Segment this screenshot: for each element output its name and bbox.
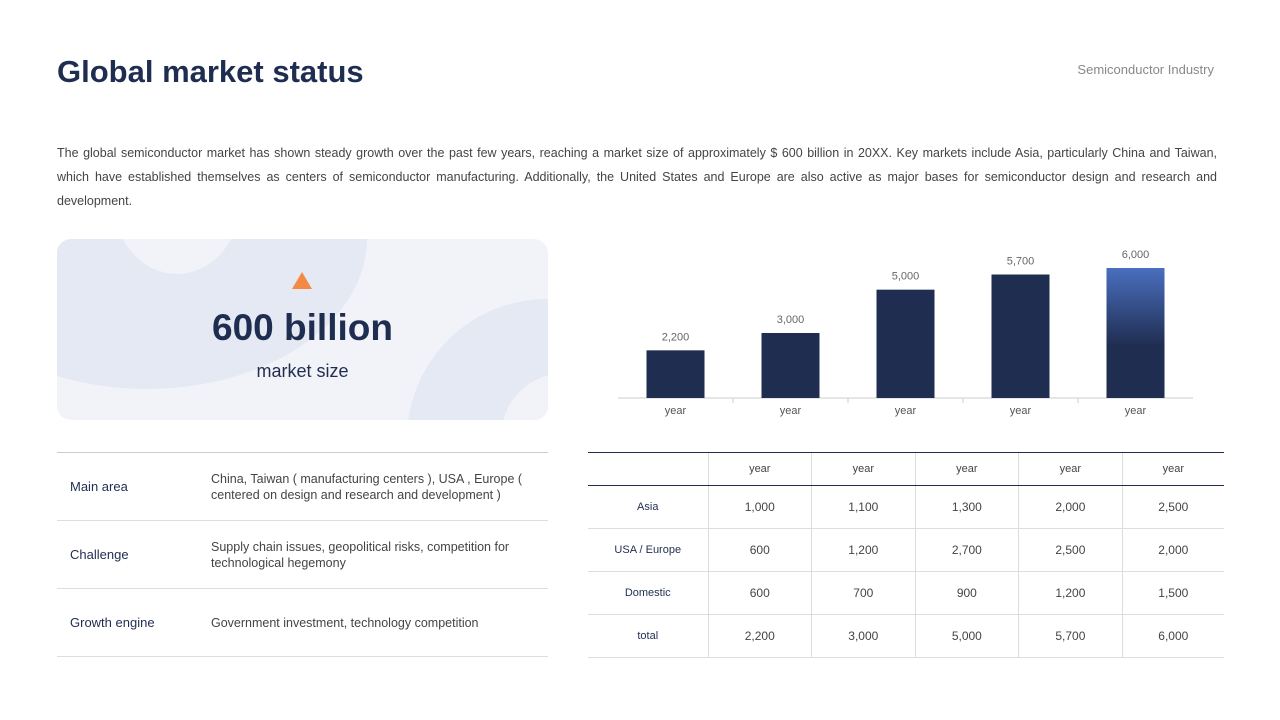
info-row: Main area China, Taiwan ( manufacturing c… — [57, 453, 548, 521]
info-row: Growth engine Government investment, tech… — [57, 589, 548, 657]
data-label: 6,000 — [1122, 249, 1150, 261]
data-table: year year year year year Asia 1,000 1,100 1,300… — [588, 452, 1224, 658]
market-size-value: 600 billion — [212, 307, 393, 348]
table-row: Asia 1,000 1,100 1,300 2,000 2,500 — [588, 485, 1224, 529]
column-header: year — [1018, 452, 1123, 486]
table-row: total 2,200 3,000 5,000 5,700 6,000 — [588, 614, 1224, 658]
page-subtitle: Semiconductor Industry — [1077, 62, 1214, 77]
table-cell: 600 — [707, 571, 812, 615]
table-cell: 2,200 — [707, 614, 812, 658]
table-cell: 2,500 — [1018, 528, 1123, 572]
info-key: Main area — [70, 479, 128, 494]
description: The global semiconductor market has show… — [57, 146, 1217, 208]
table-cell: 2,000 — [1121, 528, 1224, 572]
row-label: USA / Europe — [588, 528, 708, 572]
table-row: USA / Europe 600 1,200 2,700 2,500 2,000 — [588, 528, 1224, 572]
data-label: 2,200 — [662, 331, 690, 343]
x-tick-label: year — [1010, 405, 1032, 417]
table-cell: 6,000 — [1121, 614, 1224, 658]
table-cell: 700 — [811, 571, 916, 615]
info-key: Growth engine — [70, 615, 155, 630]
column-header: year — [914, 452, 1019, 486]
x-tick-label: year — [1125, 405, 1147, 417]
data-label: 3,000 — [777, 314, 805, 326]
info-value: Supply chain issues, geopolitical risks,… — [211, 539, 510, 570]
market-size-label: market size — [256, 361, 349, 381]
table-cell: 2,500 — [1121, 485, 1224, 529]
x-tick-label: year — [780, 405, 802, 417]
info-value: China, Taiwan ( manufacturing centers ),… — [211, 471, 523, 502]
info-key: Challenge — [70, 547, 129, 562]
info-value: Government investment, technology compet… — [211, 615, 479, 630]
info-row: Challenge Supply chain issues, geopolitic… — [57, 521, 548, 589]
bar — [991, 274, 1050, 398]
info-table: Main area China, Taiwan ( manufacturing c… — [57, 452, 548, 657]
data-label: 5,000 — [892, 271, 920, 283]
table-cell: 1,500 — [1121, 571, 1224, 615]
table-cell: 1,200 — [1018, 571, 1123, 615]
bar-chart: 2,200 year 3,000 year 5,000 year 5,700 year 6,00… — [618, 249, 1193, 417]
table-cell: 5,700 — [1018, 614, 1123, 658]
table-cell: 1,000 — [707, 485, 812, 529]
page-title: Global market status — [57, 54, 364, 89]
bar — [876, 289, 935, 398]
table-cell: 600 — [707, 528, 812, 572]
table-row: Domestic 600 700 900 1,200 1,500 — [588, 571, 1224, 615]
table-cell: 3,000 — [811, 614, 916, 658]
data-label: 5,700 — [1007, 256, 1035, 268]
table-cell: 900 — [914, 571, 1019, 615]
column-header: year — [707, 452, 812, 486]
market-size-card: 600 billion market size — [57, 239, 548, 420]
column-header — [588, 452, 708, 486]
table-cell: 2,000 — [1018, 485, 1123, 529]
bar — [1106, 268, 1165, 398]
table-cell: 1,200 — [811, 528, 916, 572]
bar — [761, 333, 820, 398]
column-header: year — [811, 452, 916, 486]
column-header: year — [1121, 452, 1224, 486]
row-label: Domestic — [588, 571, 708, 615]
table-cell: 1,300 — [914, 485, 1019, 529]
x-tick-label: year — [895, 405, 917, 417]
bar — [646, 350, 705, 398]
table-cell: 5,000 — [914, 614, 1019, 658]
row-label: total — [588, 614, 708, 658]
table-cell: 2,700 — [914, 528, 1019, 572]
triangle-up-icon — [292, 272, 312, 289]
row-label: Asia — [588, 485, 708, 529]
table-cell: 1,100 — [811, 485, 916, 529]
x-tick-label: year — [665, 405, 687, 417]
